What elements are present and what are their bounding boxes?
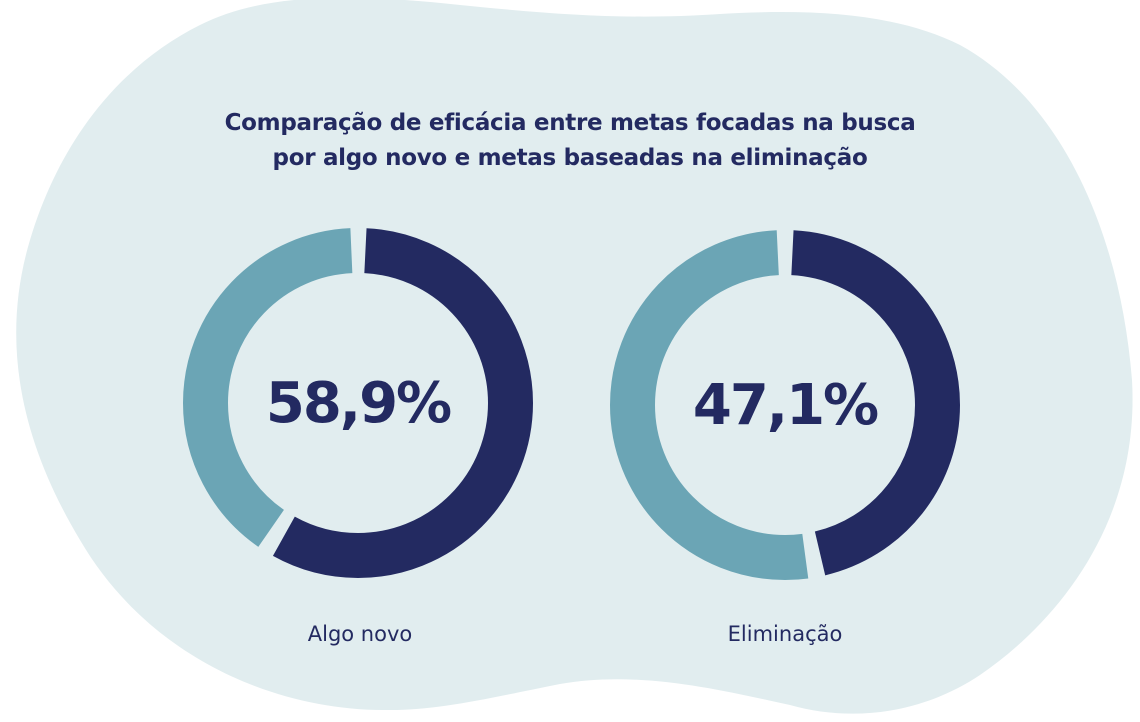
donut-ring xyxy=(610,230,960,580)
donut-value: 58,9% xyxy=(265,370,452,436)
chart-title: Comparação de eficácia entre metas focad… xyxy=(170,106,970,176)
donut-chart-eliminacao: 47,1% xyxy=(610,230,960,580)
donut-value: 47,1% xyxy=(692,372,879,438)
donut-segment-remainder xyxy=(183,228,533,578)
donut-label-algo-novo: Algo novo xyxy=(307,622,413,646)
donut-segment-value xyxy=(183,228,533,578)
donut-ring xyxy=(183,228,533,578)
donut-chart-algo-novo: 58,9% xyxy=(183,228,533,578)
donut-label-eliminacao: Eliminação xyxy=(727,622,843,646)
donut-segment-value xyxy=(610,230,960,580)
chart-title-line-1: Comparação de eficácia entre metas focad… xyxy=(224,110,916,136)
chart-title-line-2: por algo novo e metas baseadas na elimin… xyxy=(272,145,868,171)
donut-segment-remainder xyxy=(610,230,960,580)
